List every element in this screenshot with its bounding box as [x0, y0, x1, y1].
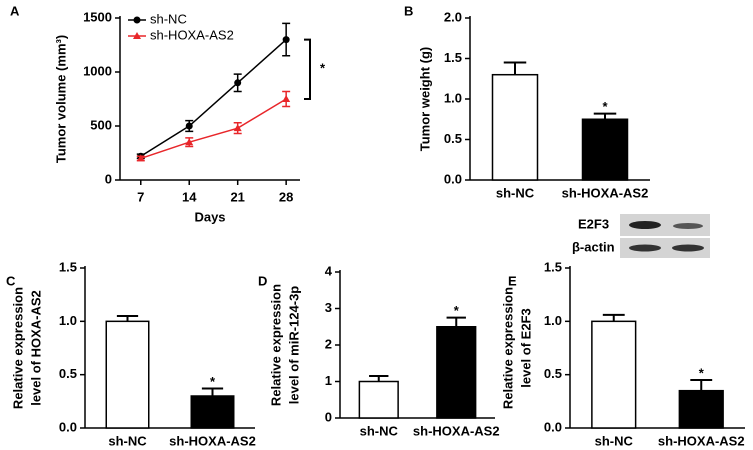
- y-tick-label: 0.0: [59, 419, 77, 434]
- blot-band: [673, 223, 703, 229]
- western-blot: E2F3 β-actin: [572, 214, 710, 258]
- y-axis-label: Relative expression: [10, 287, 25, 409]
- bar: [436, 326, 477, 419]
- y-tick-label: 500: [90, 117, 112, 132]
- blot-label: β-actin: [572, 239, 615, 254]
- bar: [678, 389, 724, 429]
- x-tick-label: sh-NC: [108, 433, 147, 448]
- significance-mark: *: [602, 99, 608, 114]
- marker: [185, 138, 194, 146]
- x-tick-label: sh-HOXA-AS2: [658, 433, 745, 448]
- x-tick-label: sh-NC: [595, 433, 634, 448]
- series-line: [140, 39, 287, 157]
- marker: [136, 154, 145, 162]
- blot-strip: [620, 214, 710, 236]
- y-tick-label: 1.0: [544, 313, 562, 328]
- series-line: [140, 98, 287, 160]
- blot-strip: [620, 238, 710, 258]
- error-bar: [116, 315, 139, 322]
- significance-mark: *: [210, 374, 216, 389]
- y-axis-label: Relative expression: [500, 287, 515, 409]
- y-tick-label: 0.5: [59, 366, 77, 381]
- panel-label: A: [10, 3, 20, 18]
- y-tick-label: 1.0: [444, 90, 462, 105]
- x-tick-label: sh-HOXA-AS2: [562, 185, 649, 200]
- y-tick-label: 1.5: [544, 259, 562, 274]
- y-axis-label: Tumor weight (g): [417, 47, 432, 151]
- legend-marker: [133, 32, 141, 39]
- significance-mark: *: [454, 303, 460, 318]
- y-tick-label: 4: [325, 263, 333, 278]
- y-tick-label: 0: [325, 409, 332, 424]
- x-tick-label: sh-HOXA-AS2: [413, 423, 500, 438]
- error-bar: [446, 316, 466, 327]
- blot-band: [672, 244, 704, 252]
- y-tick-label: 1.5: [444, 50, 462, 65]
- y-tick-label: 0.0: [544, 419, 562, 434]
- legend-marker: [133, 16, 141, 24]
- y-axis-label: Relative expression: [268, 284, 283, 406]
- x-axis-label: Days: [194, 209, 225, 224]
- y-axis-label: level of miR-124-3p: [286, 286, 301, 405]
- marker: [185, 122, 193, 130]
- x-tick-label: 28: [279, 189, 293, 204]
- error-bar: [593, 112, 617, 120]
- legend-label: sh-HOXA-AS2: [150, 27, 234, 42]
- significance-mark: *: [699, 365, 705, 380]
- panel-label: C: [6, 273, 16, 288]
- y-tick-label: 0.0: [444, 171, 462, 186]
- x-tick-label: 7: [137, 189, 144, 204]
- y-tick-label: 2: [325, 336, 332, 351]
- error-bar: [201, 387, 224, 396]
- x-tick-label: 14: [182, 189, 197, 204]
- error-bar: [503, 61, 527, 75]
- bar: [581, 118, 629, 181]
- significance-bracket: [304, 38, 311, 100]
- blot-band: [629, 221, 661, 229]
- y-tick-label: 0: [105, 171, 112, 186]
- blot-label: E2F3: [578, 216, 609, 231]
- marker: [234, 79, 242, 87]
- blot-band: [629, 244, 661, 252]
- marker: [233, 124, 242, 132]
- bar: [358, 380, 399, 419]
- y-axis-label: Tumor volume (mm³): [53, 35, 68, 163]
- y-tick-label: 1.5: [59, 259, 77, 274]
- x-tick-label: sh-HOXA-AS2: [169, 433, 256, 448]
- panel-label: E: [508, 273, 517, 288]
- legend-label: sh-NC: [150, 11, 187, 26]
- y-tick-label: 2.0: [444, 9, 462, 24]
- bar: [591, 320, 637, 429]
- error-bar: [602, 313, 625, 322]
- y-tick-label: 0.5: [444, 131, 462, 146]
- bar: [105, 320, 150, 429]
- bar: [190, 395, 235, 429]
- panel-label: D: [258, 273, 267, 288]
- x-tick-label: sh-NC: [360, 423, 399, 438]
- y-tick-label: 0.5: [544, 366, 562, 381]
- marker: [282, 36, 290, 44]
- y-tick-label: 1: [325, 373, 332, 388]
- panel-label: B: [404, 3, 413, 18]
- marker: [282, 95, 291, 102]
- significance-mark: *: [320, 61, 326, 76]
- bar: [491, 73, 539, 181]
- x-tick-label: sh-NC: [496, 185, 535, 200]
- y-axis-label: level of HOXA-AS2: [28, 290, 43, 406]
- y-tick-label: 3: [325, 300, 332, 315]
- y-tick-label: 1500: [83, 9, 112, 24]
- x-tick-label: 21: [230, 189, 244, 204]
- error-bar: [369, 375, 389, 382]
- y-axis-label: level of E2F3: [518, 308, 533, 387]
- y-tick-label: 1000: [83, 63, 112, 78]
- error-bar: [690, 379, 713, 391]
- y-tick-label: 1.0: [59, 313, 77, 328]
